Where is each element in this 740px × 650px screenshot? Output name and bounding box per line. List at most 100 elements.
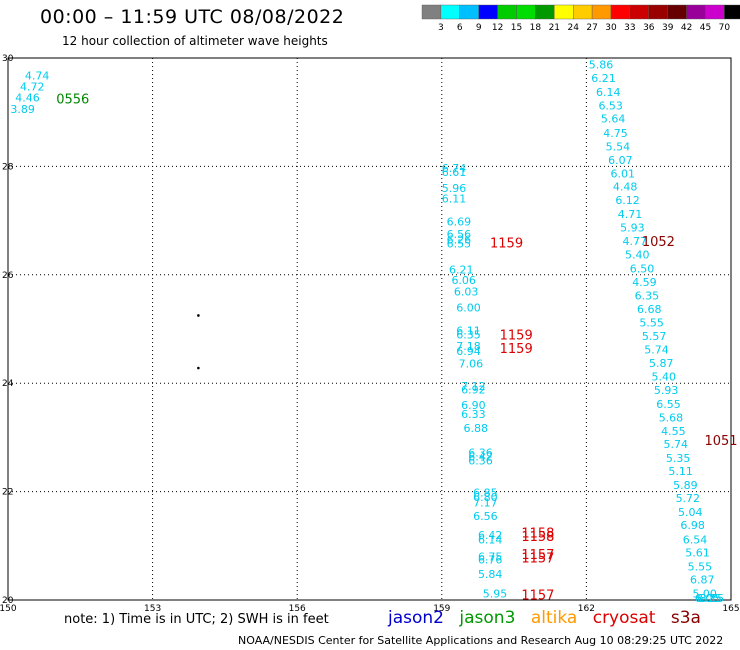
- wave-height-label: 5.72: [676, 492, 701, 505]
- colorbar-swatch: [686, 4, 706, 20]
- data-dot: [197, 314, 200, 317]
- wave-height-label: 4.75: [603, 127, 628, 140]
- x-tick-label: 150: [0, 604, 17, 614]
- wave-height-label: 6.11: [442, 192, 467, 205]
- credit-line: NOAA/NESDIS Center for Satellite Applica…: [238, 634, 724, 647]
- wave-height-label: 6.55: [656, 398, 681, 411]
- wave-height-label: 5.55: [688, 560, 713, 573]
- pass-time-label: 1052: [642, 235, 675, 250]
- wave-height-label: 7.06: [459, 358, 484, 371]
- colorbar-swatch: [648, 4, 668, 20]
- colorbar-swatch: [705, 4, 725, 20]
- wave-height-label: 5.54: [606, 140, 631, 153]
- wave-height-label: 5.93: [654, 384, 679, 397]
- colorbar-swatch: [554, 4, 574, 20]
- wave-height-label: 7.18: [456, 340, 481, 353]
- pass-time-label: 1159: [500, 342, 533, 357]
- wave-height-label: 5.74: [664, 438, 689, 451]
- colorbar-tick: 3: [438, 23, 444, 33]
- pass-time-label: 1158: [521, 526, 554, 541]
- wave-height-label: 4.59: [632, 276, 657, 289]
- wave-height-label: 5.93: [620, 222, 645, 235]
- colorbar-swatch: [573, 4, 593, 20]
- wave-height-label: 5.40: [625, 249, 650, 262]
- wave-height-label: 6.92: [461, 384, 486, 397]
- colorbar-tick: 9: [476, 23, 482, 33]
- colorbar-swatch: [667, 4, 687, 20]
- wave-height-label: 5.00: [692, 587, 717, 600]
- wave-height-label: 6.12: [615, 194, 640, 207]
- colorbar-tick: 45: [700, 23, 711, 33]
- wave-height-label: 6.50: [630, 262, 655, 275]
- y-tick-label: 20: [2, 596, 14, 606]
- wave-height-label: 4.77: [623, 235, 648, 248]
- colorbar-tick: 15: [511, 23, 522, 33]
- colorbar-tick: 21: [549, 23, 560, 33]
- y-tick-label: 24: [2, 379, 14, 389]
- colorbar-tick: 27: [586, 23, 597, 33]
- plot-frame: [7, 57, 732, 601]
- wave-height-label: 6.25: [697, 592, 722, 605]
- wave-height-label: 5.55: [639, 316, 664, 329]
- wave-height-label: 6.01: [611, 167, 636, 180]
- wave-height-label: 5.04: [678, 506, 703, 519]
- wave-height-label: 6.61: [442, 166, 467, 179]
- legend-cryosat: cryosat: [592, 608, 656, 628]
- wave-height-label: 8.15: [700, 592, 725, 605]
- wave-height-label: 6.35: [635, 289, 660, 302]
- wave-height-label: 3.89: [10, 103, 35, 116]
- wave-height-label: 6.21: [449, 263, 474, 276]
- pass-time-label: 1157: [521, 548, 554, 563]
- wave-height-label: 5.95: [483, 587, 508, 600]
- wave-height-label: 4.46: [15, 92, 40, 105]
- wave-height-label: 6.21: [591, 72, 616, 85]
- wave-height-label: 6.69: [447, 216, 472, 229]
- wave-height-label: 6.42: [468, 450, 493, 463]
- wave-height-label: 6.00: [456, 301, 481, 314]
- wave-height-label: 6.76: [478, 553, 503, 566]
- y-tick-label: 26: [2, 271, 14, 281]
- y-tick-label: 28: [2, 162, 14, 172]
- colorbar-tick: 70: [719, 23, 731, 33]
- wave-height-label: 6.55: [447, 237, 472, 250]
- wave-height-label: 6.53: [598, 100, 623, 113]
- wave-height-label: 6.14: [478, 533, 503, 546]
- x-tick-label: 156: [289, 604, 306, 614]
- wave-height-label: 6.56: [473, 510, 498, 523]
- wave-height-label: 6.94: [456, 345, 481, 358]
- pass-time-label: 1158: [521, 530, 554, 545]
- wave-height-label: 5.35: [666, 452, 691, 465]
- x-tick-label: 165: [722, 604, 739, 614]
- wave-height-label: 5.61: [685, 546, 710, 559]
- pass-time-label: 0556: [56, 93, 89, 108]
- wave-height-label: 6.87: [690, 573, 715, 586]
- colorbar-swatch: [421, 4, 442, 20]
- wave-height-label: 6.05: [695, 592, 720, 605]
- chart-title: 00:00 – 11:59 UTC 08/08/2022: [40, 6, 345, 28]
- colorbar-tick: 36: [643, 23, 655, 33]
- wave-height-label: 6.56: [447, 228, 472, 241]
- legend-altika: altika: [530, 608, 578, 628]
- chart-subtitle: 12 hour collection of altimeter wave hei…: [62, 34, 328, 48]
- wave-height-label: 5.11: [668, 465, 693, 478]
- wave-height-label: 5.40: [651, 371, 676, 384]
- wave-height-label: 7.17: [473, 496, 498, 509]
- wave-height-label: 5.57: [642, 330, 667, 343]
- data-dot: [197, 366, 200, 370]
- y-tick-label: 30: [2, 54, 14, 64]
- colorbar-swatch: [497, 4, 517, 20]
- wave-height-label: 5.68: [659, 411, 684, 424]
- wave-height-label: 6.42: [478, 529, 503, 542]
- wave-height-label: 4.48: [613, 180, 638, 193]
- colorbar-swatch: [440, 4, 460, 20]
- colorbar-swatch: [478, 4, 498, 20]
- colorbar-swatch: [516, 4, 536, 20]
- wave-height-label: 6.90: [461, 399, 486, 412]
- wave-height-label: 6.14: [596, 86, 621, 99]
- wave-height-label: 5.89: [673, 479, 698, 492]
- y-tick-label: 22: [2, 488, 13, 498]
- wave-height-label: 6.54: [683, 533, 708, 546]
- wave-height-label: 6.68: [637, 303, 662, 316]
- wave-height-label: 6.07: [608, 154, 633, 167]
